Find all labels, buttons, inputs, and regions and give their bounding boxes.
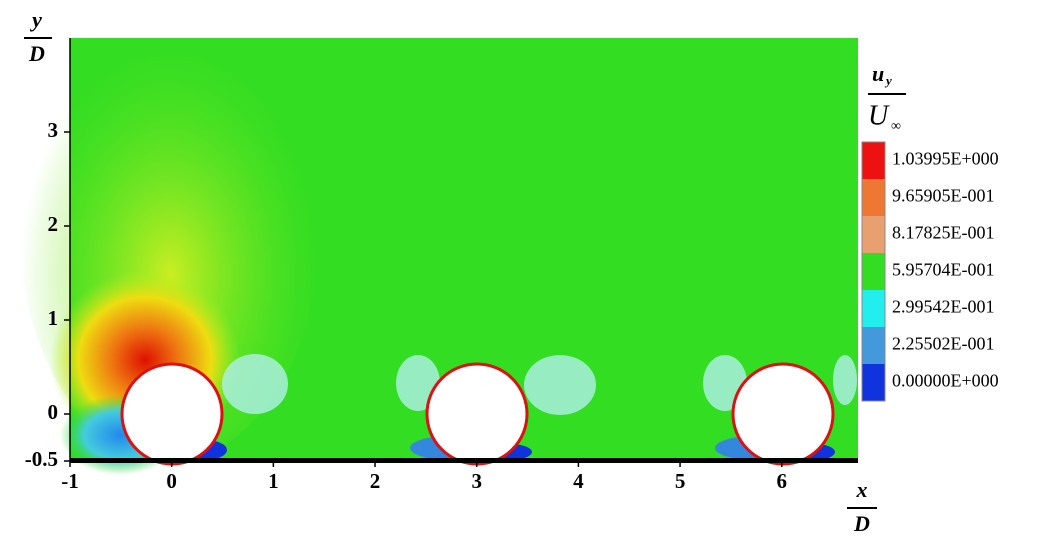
colorbar-label: 8.17825E-001 bbox=[892, 223, 995, 243]
colorbar-label: 0.00000E+000 bbox=[892, 371, 999, 391]
x-tick-label: 0 bbox=[166, 469, 177, 493]
colorbar-swatch bbox=[862, 216, 885, 253]
y-tick-label: 0 bbox=[48, 400, 59, 424]
x-tick-label: 4 bbox=[573, 469, 584, 493]
contour-field bbox=[20, 0, 858, 475]
y-label: y D bbox=[24, 7, 52, 66]
cylinder bbox=[425, 362, 529, 466]
x-tick-label: 6 bbox=[776, 469, 787, 493]
colorbar-label: 2.99542E-001 bbox=[892, 297, 995, 317]
colorbar-label: 1.03995E+000 bbox=[892, 149, 999, 169]
colorbar-swatch bbox=[862, 327, 885, 364]
colorbar-swatch bbox=[862, 364, 885, 401]
y-tick-label: -0.5 bbox=[25, 447, 58, 471]
colorbar-swatch bbox=[862, 142, 885, 179]
colorbar-swatch bbox=[862, 253, 885, 290]
x-tick-label: 2 bbox=[370, 469, 381, 493]
y-tick-label: 2 bbox=[48, 212, 59, 236]
y-tick-label: 1 bbox=[48, 306, 59, 330]
colorbar-label: 5.95704E-001 bbox=[892, 260, 995, 280]
x-label-num: x bbox=[856, 477, 868, 502]
colorbar-label: 2.25502E-001 bbox=[892, 334, 995, 354]
y-tick-label: 3 bbox=[48, 118, 59, 142]
x-label-den: D bbox=[853, 511, 870, 536]
colorbar-title: u y U ∞ bbox=[868, 61, 906, 134]
cb-den-sub: ∞ bbox=[891, 119, 901, 134]
cb-num: u bbox=[872, 61, 884, 86]
cb-den: U bbox=[868, 100, 890, 131]
x-tick-label: -1 bbox=[61, 469, 79, 493]
colorbar-label: 9.65905E-001 bbox=[892, 186, 995, 206]
cb-num-sub: y bbox=[884, 73, 892, 88]
y-label-num: y bbox=[29, 7, 42, 32]
colorbar-swatch bbox=[862, 290, 885, 327]
wall bbox=[70, 458, 858, 463]
y-label-den: D bbox=[28, 41, 45, 66]
x-label: x D bbox=[847, 477, 877, 536]
cylinder bbox=[731, 362, 835, 466]
x-tick-label: 5 bbox=[675, 469, 686, 493]
x-tick-label: 1 bbox=[268, 469, 279, 493]
colorbar-frame bbox=[861, 141, 886, 402]
colorbar-swatch bbox=[862, 179, 885, 216]
cylinder bbox=[120, 362, 224, 466]
x-tick-label: 3 bbox=[471, 469, 482, 493]
